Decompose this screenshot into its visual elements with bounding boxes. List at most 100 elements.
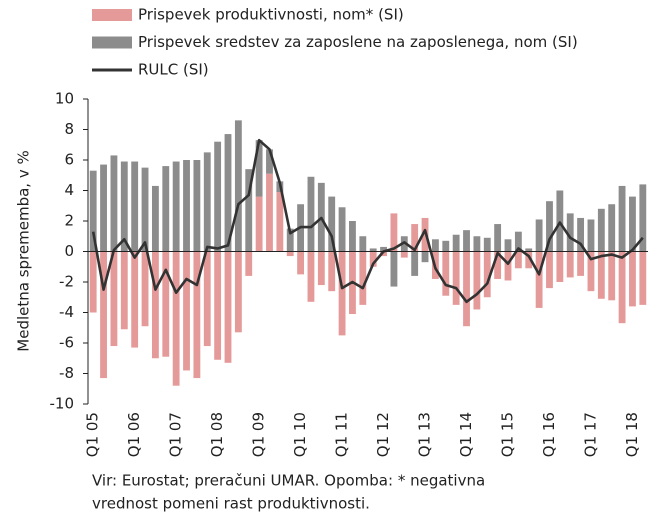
bar [597, 251, 605, 299]
legend-label: Prispevek sredstev za zaposlene na zapos… [138, 33, 578, 51]
bar [525, 248, 533, 252]
bar [234, 251, 242, 333]
x-tick-label: Q1 14 [457, 412, 475, 457]
bar [172, 161, 180, 252]
bar [618, 185, 626, 252]
bar [183, 160, 190, 252]
bar [193, 251, 201, 379]
bar [400, 251, 408, 258]
bar [504, 239, 512, 252]
y-tick-label: -4 [59, 303, 74, 321]
y-tick-label: 8 [64, 120, 74, 138]
bar [234, 120, 242, 252]
bar [131, 251, 139, 348]
y-tick-label: 4 [64, 181, 74, 199]
bar [183, 251, 190, 371]
bar [618, 251, 626, 324]
y-axis-label: Medletna sprememba, v % [15, 150, 33, 351]
bar [629, 251, 636, 307]
x-tick-label: Q1 06 [125, 412, 143, 457]
x-tick-label: Q1 08 [208, 412, 226, 457]
bar [494, 251, 502, 279]
bar [131, 161, 139, 252]
y-tick-label: 6 [64, 151, 74, 169]
bar [266, 173, 273, 252]
bar [442, 240, 450, 252]
x-tick-label: Q1 11 [333, 412, 351, 457]
bar [421, 251, 429, 263]
bar [390, 213, 398, 252]
bar [442, 251, 450, 296]
x-tick-label: Q1 07 [167, 412, 185, 457]
bar [514, 251, 522, 269]
bar [100, 164, 107, 252]
bar [577, 251, 585, 276]
bar [214, 141, 222, 252]
bar [639, 251, 647, 305]
bar [463, 230, 470, 252]
bar [297, 251, 305, 275]
bar [473, 251, 481, 310]
bar [452, 234, 460, 252]
bar [369, 248, 377, 252]
bar [546, 251, 553, 289]
bar [535, 219, 543, 252]
bar [255, 140, 263, 197]
bar [255, 196, 263, 252]
bar [120, 251, 128, 330]
bar [577, 217, 585, 252]
bar [566, 251, 574, 278]
bar [504, 251, 512, 281]
bar [452, 251, 460, 305]
bar [224, 134, 232, 252]
bar [380, 246, 387, 252]
bar [463, 251, 470, 327]
bar [245, 251, 253, 276]
bar [338, 207, 346, 252]
x-tick-label: Q1 18 [623, 412, 641, 457]
bar [556, 190, 564, 252]
x-tick-label: Q1 05 [84, 412, 102, 457]
bar [349, 221, 356, 252]
bar [162, 166, 170, 252]
bar [514, 231, 522, 252]
x-tick-label: Q1 13 [416, 412, 434, 457]
bar [359, 251, 367, 305]
legend-swatch [92, 9, 132, 21]
bar [110, 251, 118, 347]
x-tick-label: Q1 17 [581, 412, 599, 457]
bar [639, 184, 647, 252]
bar [328, 251, 336, 292]
bar [328, 196, 336, 252]
bar [556, 251, 564, 282]
x-tick-label: Q1 10 [291, 412, 309, 457]
bar [245, 169, 253, 252]
x-tick-label: Q1 16 [540, 412, 558, 457]
footnote: vrednost pomeni rast produktivnosti. [92, 495, 370, 513]
bar [307, 251, 315, 302]
bar [110, 155, 118, 252]
bar [141, 167, 149, 252]
bar [431, 239, 439, 252]
bar [483, 251, 491, 298]
x-tick-label: Q1 12 [374, 412, 392, 457]
bar [546, 201, 553, 252]
bar [411, 224, 419, 252]
legend-label: RULC (SI) [138, 61, 209, 79]
bar [120, 161, 128, 252]
bar [141, 251, 149, 327]
bar [338, 251, 346, 336]
bar [172, 251, 180, 386]
bar [587, 219, 595, 252]
bar [380, 251, 387, 257]
bar [411, 251, 419, 276]
bar [369, 251, 377, 267]
bar [286, 228, 294, 252]
x-tick-label: Q1 09 [250, 412, 268, 457]
bar [203, 251, 211, 347]
y-tick-label: 0 [64, 242, 74, 260]
bar [89, 170, 97, 252]
y-tick-label: -6 [59, 334, 74, 352]
y-tick-label: -8 [59, 364, 74, 382]
bar [473, 236, 481, 252]
